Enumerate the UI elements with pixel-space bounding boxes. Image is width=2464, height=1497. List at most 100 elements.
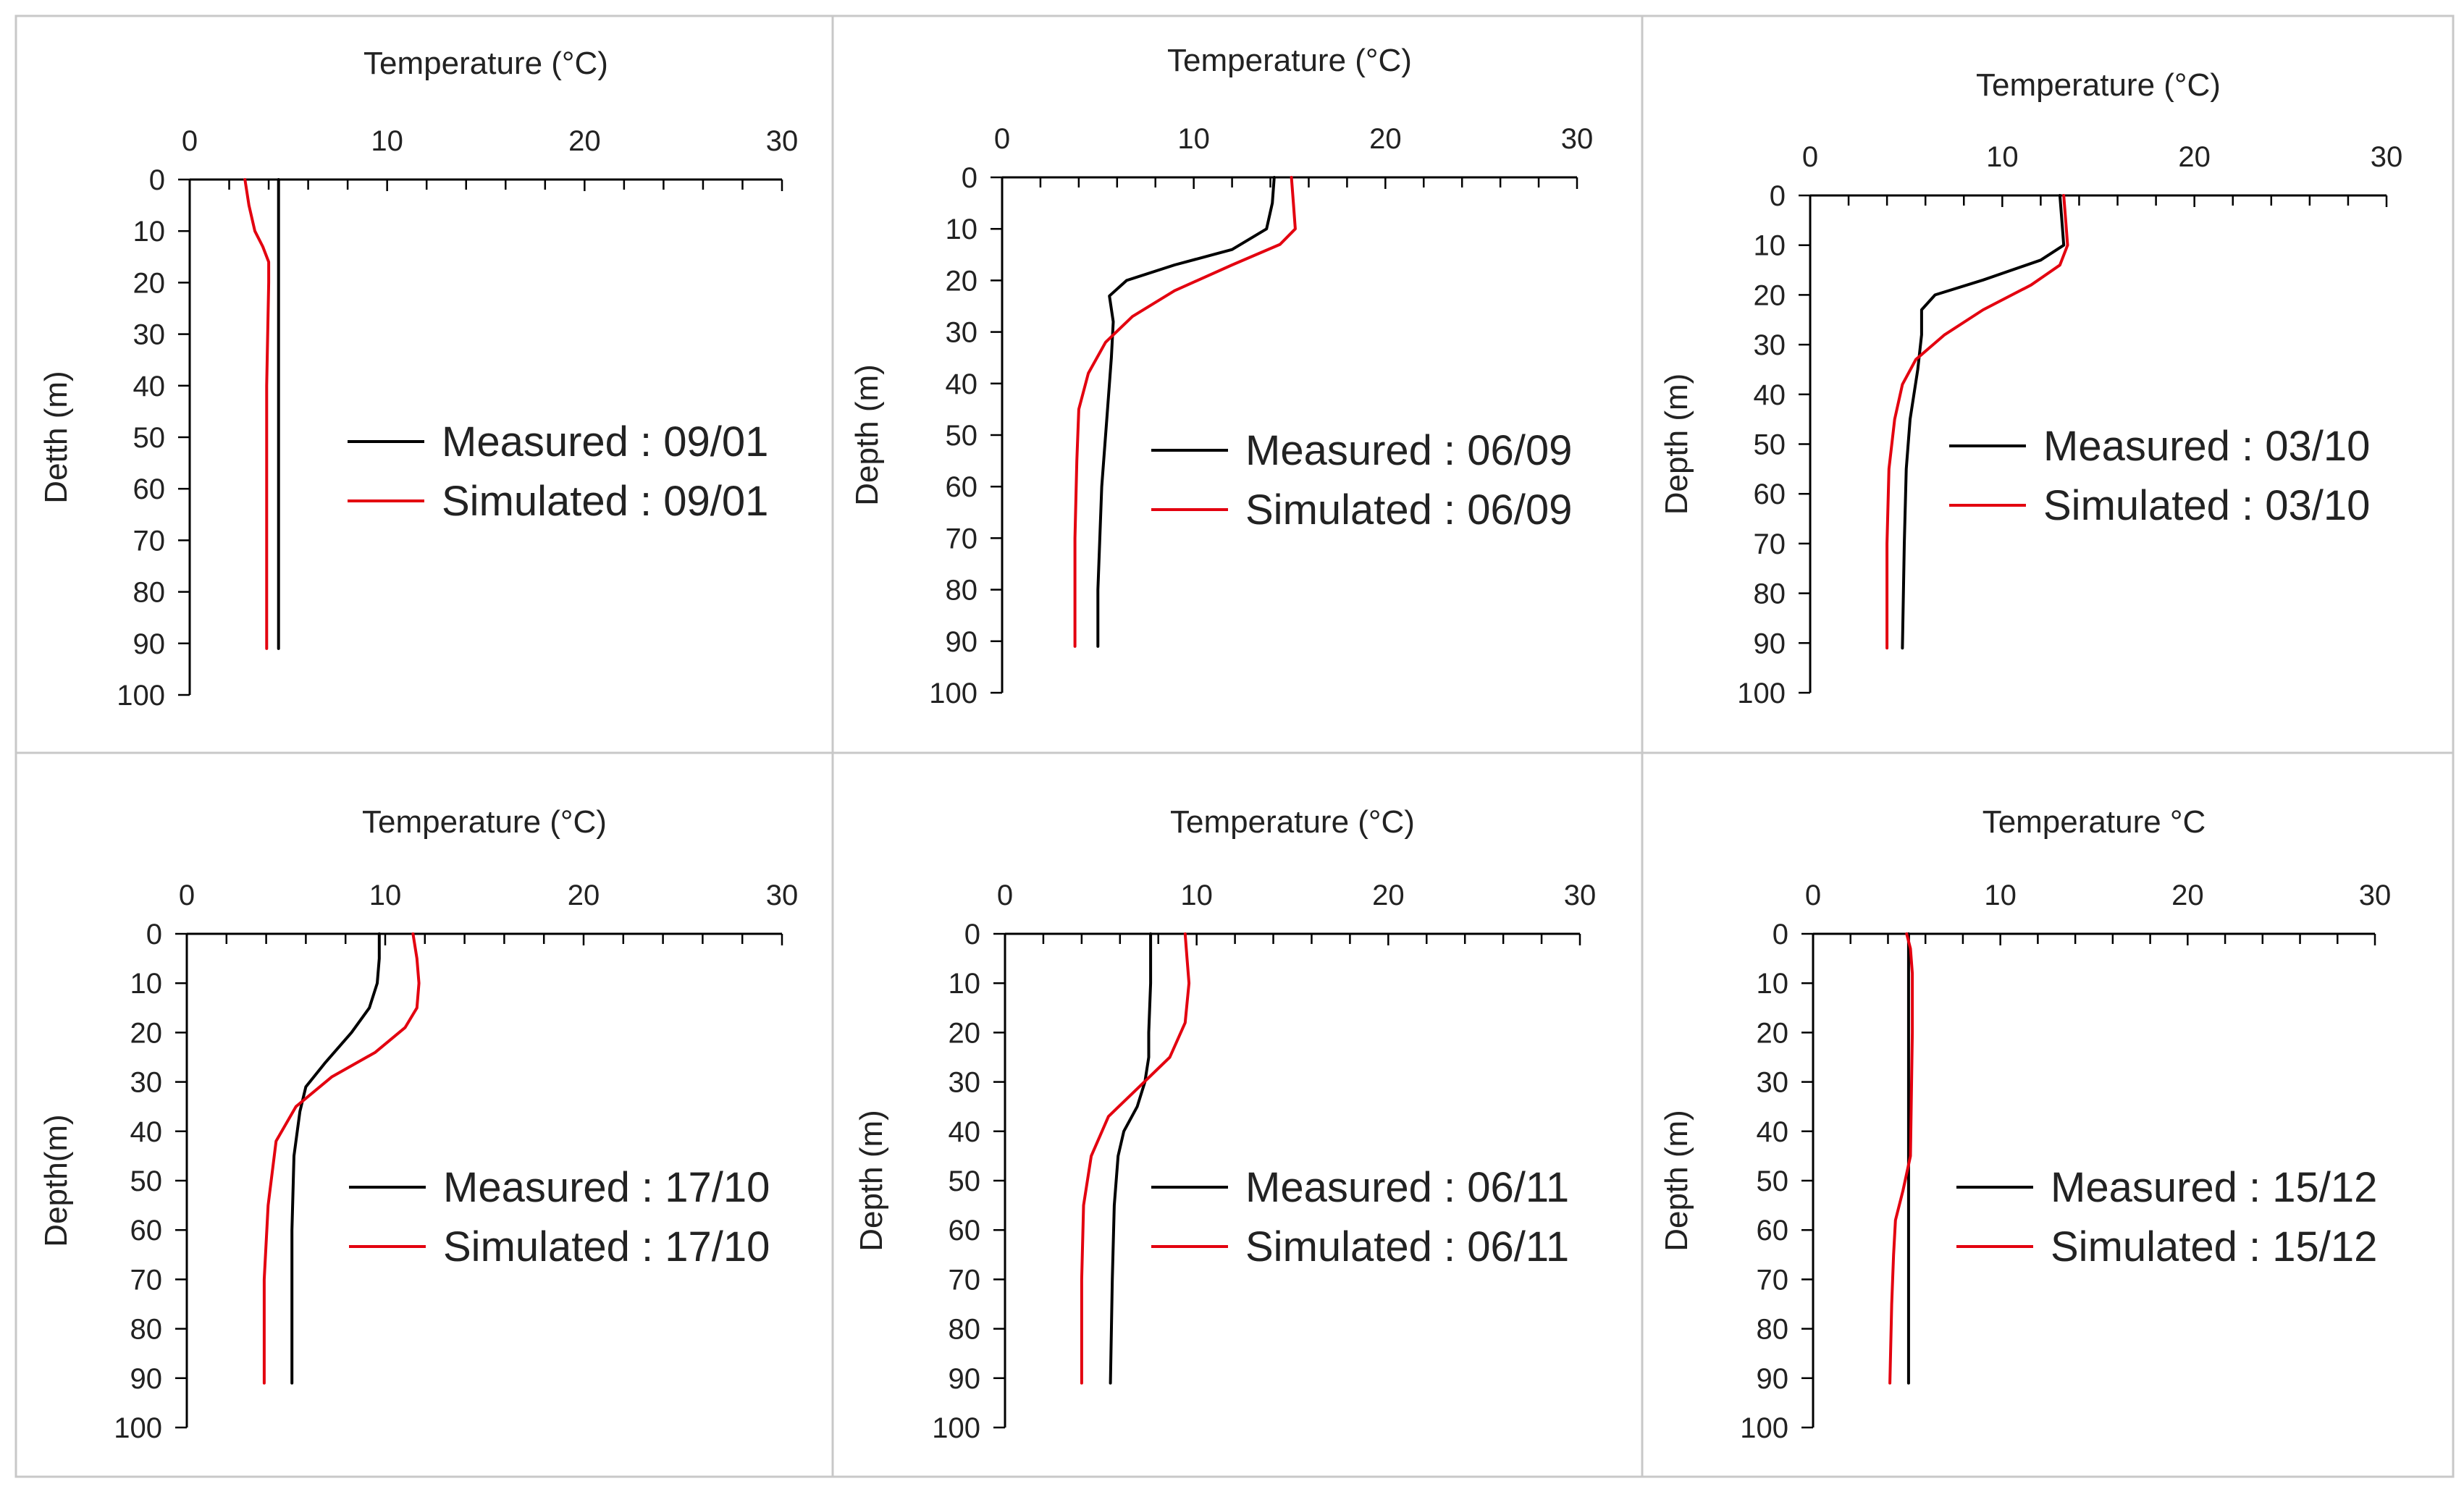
y-tick-label: 70 [1757, 1264, 1789, 1296]
x-tick-label: 20 [568, 125, 601, 157]
y-tick-label: 80 [1754, 578, 1786, 610]
x-tick-label: 30 [766, 125, 799, 157]
y-axis-title: Detth (m) [38, 371, 74, 503]
chart-panel-6: 0 10 20 30 0 10 20 30 40 50 60 70 80 90 100 Temperature… [1659, 804, 2391, 1444]
chart-panel-5: 0 10 20 30 0 10 20 30 40 50 60 70 80 90 100 Temperature… [854, 804, 1596, 1444]
y-tick-label: 80 [130, 1314, 163, 1346]
x-tick-label: 10 [1986, 141, 2019, 173]
x-tick-label: 30 [1561, 123, 1594, 155]
x-tick-label: 30 [2371, 141, 2403, 173]
y-tick-label: 20 [946, 265, 978, 297]
chart-panel-1: 0 10 20 30 0 10 20 30 40 50 60 70 80 90 100 Temperature… [38, 46, 798, 712]
chart-panel-4: 0 10 20 30 0 10 20 30 40 50 60 70 80 90 100 Temperature… [38, 804, 798, 1444]
y-tick-label: 30 [1754, 329, 1786, 361]
y-tick-label: 80 [1757, 1314, 1789, 1346]
y-tick-label: 10 [1754, 230, 1786, 262]
y-tick-label: 0 [962, 162, 977, 194]
legend-label-simulated: Simulated : 03/10 [2043, 482, 2370, 529]
x-tick-label: 10 [369, 880, 402, 911]
y-tick-label: 60 [946, 471, 978, 503]
y-tick-label: 10 [949, 968, 981, 1000]
x-tick-label: 20 [568, 880, 600, 911]
y-tick-label: 30 [946, 317, 978, 349]
legend-label-simulated: Simulated : 15/12 [2051, 1223, 2377, 1270]
x-tick-label: 20 [2171, 880, 2204, 911]
y-tick-label: 100 [114, 1412, 162, 1444]
y-tick-label: 50 [946, 420, 978, 452]
y-tick-label: 50 [130, 1165, 163, 1197]
y-tick-label: 40 [946, 368, 978, 400]
measured-series-line [290, 932, 381, 1385]
y-tick-label: 70 [949, 1264, 981, 1296]
y-tick-label: 40 [949, 1116, 981, 1148]
x-axis-title: Temperature °C [1982, 804, 2206, 840]
x-tick-label: 30 [2359, 880, 2392, 911]
y-tick-label: 30 [949, 1067, 981, 1099]
y-tick-label: 30 [1757, 1067, 1789, 1099]
y-tick-label: 70 [1754, 528, 1786, 560]
legend-label-simulated: Simulated : 09/01 [442, 478, 768, 525]
x-tick-label: 0 [994, 123, 1010, 155]
simulated-series-line [262, 932, 421, 1385]
y-tick-label: 90 [1754, 628, 1786, 659]
simulated-series-line [1885, 194, 2069, 650]
chart-panel-2: 0 10 20 30 0 10 20 30 40 50 60 70 80 90 100 Temperature… [849, 43, 1593, 709]
x-axis-title: Temperature (°C) [1167, 43, 1412, 78]
x-tick-label: 10 [1180, 880, 1213, 911]
measured-series-line [1901, 194, 2066, 650]
y-tick-label: 40 [133, 371, 166, 402]
y-tick-label: 0 [964, 919, 980, 950]
legend-label-simulated: Simulated : 06/11 [1245, 1223, 1569, 1270]
y-tick-label: 30 [133, 319, 166, 351]
simulated-series-line [1073, 176, 1297, 648]
y-tick-label: 0 [1773, 919, 1788, 950]
y-tick-label: 30 [130, 1067, 163, 1099]
legend-label-simulated: Simulated : 17/10 [443, 1223, 770, 1270]
y-tick-label: 0 [1770, 180, 1786, 212]
x-tick-label: 0 [1805, 880, 1821, 911]
y-tick-label: 20 [133, 267, 166, 299]
x-axis-title: Temperature (°C) [363, 46, 608, 81]
y-tick-label: 50 [1757, 1165, 1789, 1197]
y-tick-label: 10 [133, 216, 166, 248]
y-tick-label: 50 [133, 422, 166, 454]
panel-grid-borders [14, 14, 2455, 1478]
outer-border [14, 14, 2455, 1478]
legend-label-measured: Measured : 09/01 [442, 418, 768, 465]
y-tick-label: 80 [949, 1314, 981, 1346]
legend-label-simulated: Simulated : 06/09 [1245, 486, 1572, 534]
y-tick-label: 90 [133, 628, 166, 660]
y-axis-title: Depth (m) [849, 364, 885, 506]
y-tick-label: 20 [130, 1017, 163, 1049]
x-tick-label: 30 [766, 880, 799, 911]
x-axis-title: Temperature (°C) [362, 804, 607, 840]
y-axis-title: Depth(m) [38, 1114, 74, 1247]
x-axis-title: Temperature (°C) [1170, 804, 1415, 840]
y-tick-label: 100 [1740, 1412, 1788, 1444]
legend-label-measured: Measured : 17/10 [443, 1164, 770, 1211]
x-axis-title: Temperature (°C) [1976, 67, 2221, 103]
y-tick-label: 40 [1754, 379, 1786, 411]
legend-label-measured: Measured : 03/10 [2043, 423, 2370, 470]
y-tick-label: 60 [1754, 478, 1786, 510]
y-tick-label: 50 [949, 1165, 981, 1197]
measured-series-line [1096, 176, 1276, 648]
y-tick-label: 20 [1757, 1017, 1789, 1049]
y-tick-label: 90 [1757, 1363, 1789, 1395]
y-tick-label: 70 [130, 1264, 163, 1296]
y-axis-title: Depth (m) [1659, 374, 1694, 515]
y-tick-label: 60 [133, 473, 166, 505]
y-tick-label: 100 [932, 1412, 980, 1444]
x-tick-label: 0 [1802, 141, 1818, 173]
simulated-series-line [1888, 932, 1914, 1385]
y-tick-label: 60 [1757, 1215, 1789, 1247]
y-tick-label: 80 [133, 577, 166, 609]
x-tick-label: 20 [1369, 123, 1402, 155]
y-tick-label: 90 [946, 626, 978, 658]
chart-panels: 0 10 20 300102030405060708090100Temperature… [38, 43, 2402, 1444]
legend-label-measured: Measured : 15/12 [2051, 1164, 2377, 1211]
legend-label-measured: Measured : 06/11 [1245, 1164, 1569, 1211]
x-tick-label: 10 [1177, 123, 1210, 155]
y-tick-label: 100 [1737, 678, 1786, 709]
